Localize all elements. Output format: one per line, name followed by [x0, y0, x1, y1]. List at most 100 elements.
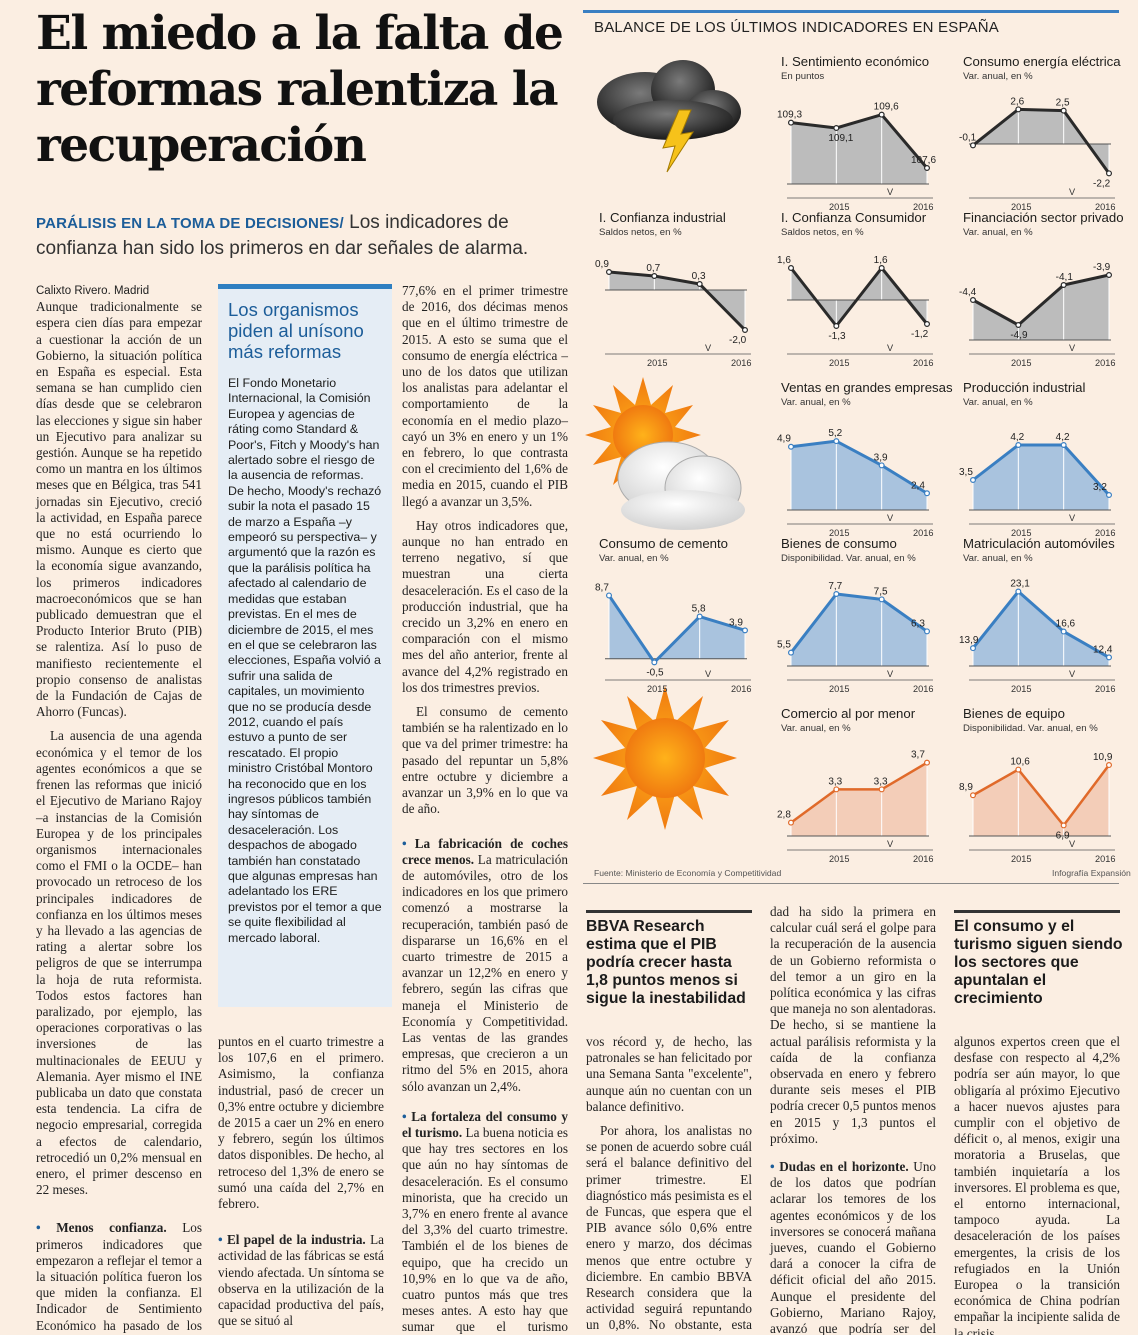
chart-year-label: 2016 [731, 684, 751, 694]
article-column-4: vos récord y, de hecho, las patronales s… [586, 1034, 752, 1335]
sun-cloud-icon [585, 377, 745, 530]
chart-point [924, 759, 931, 766]
chart-point [1015, 588, 1022, 595]
chart-data-label: -2,0 [729, 335, 747, 346]
chart: Financiación sector privado Var. anual, e… [959, 210, 1123, 368]
chart-point [742, 627, 749, 634]
chart-point [833, 124, 840, 131]
chart-year-label: 2015 [1011, 202, 1031, 212]
article-column-2: puntos en el cuarto trimestre a los 107,… [218, 1034, 384, 1329]
chart-year-label: 2016 [1095, 358, 1115, 368]
bullet-icon: • [218, 1232, 223, 1248]
chart-title: Consumo de cemento [599, 536, 728, 551]
chart-data-label: 7,5 [874, 586, 888, 597]
chart-point [1015, 441, 1022, 448]
chart-data-label: 5,2 [828, 428, 842, 439]
chart-data-label: 109,6 [874, 102, 899, 113]
paragraph-text: Los primeros indicadores que empezaron a… [36, 1220, 203, 1335]
chart-data-label: -2,2 [1093, 178, 1111, 189]
chart-series-line [608, 270, 747, 332]
paragraph-text: Uno de los datos que podrían aclarar los… [770, 1159, 937, 1335]
chart-tick-label: V [887, 343, 894, 353]
chart-point [878, 264, 885, 271]
paragraph: • La fortaleza del consumo y el turismo.… [402, 1109, 568, 1335]
chart-data-label: 0,7 [646, 263, 660, 274]
chart-data-label: 4,9 [777, 434, 791, 445]
chart-data-label: 4,2 [1056, 432, 1070, 443]
paragraph-text: La buena noticia es que hay tres sectore… [402, 1124, 568, 1335]
chart-year-label: 2016 [913, 528, 933, 538]
chart-point [1015, 106, 1022, 113]
chart: Comercio al por menor Var. anual, en % 2,8… [777, 706, 933, 864]
chart-title: I. Confianza industrial [599, 210, 726, 225]
chart-year-label: 2015 [829, 358, 849, 368]
chart-year-label: 2016 [731, 358, 751, 368]
chart-title: Bienes de consumo [781, 536, 897, 551]
chart-year-label: 2015 [829, 854, 849, 864]
chart-year-label: 2016 [913, 684, 933, 694]
chart-year-label: 2016 [913, 358, 933, 368]
chart-data-label: 16,6 [1056, 619, 1076, 630]
charts-group: I. Sentimiento económico En puntos 109,3 10… [595, 54, 1123, 864]
chart-point [970, 142, 977, 149]
chart-subtitle: En puntos [781, 71, 824, 82]
chart-data-label: 3,5 [959, 467, 973, 478]
chart-data-label: 3,2 [1093, 482, 1107, 493]
chart-year-label: 2015 [829, 684, 849, 694]
chart-title: Bienes de equipo [963, 706, 1065, 721]
chart-point [1060, 628, 1067, 635]
chart-year-label: 2015 [829, 202, 849, 212]
chart-year-label: 2015 [1011, 358, 1031, 368]
chart-tick-label: V [705, 343, 712, 353]
chart-data-label: 7,7 [828, 581, 842, 592]
bbva-callout: BBVA Research estima que el PIB podría c… [586, 918, 746, 1007]
chart-year-label: 2016 [1095, 528, 1115, 538]
chart-year-label: 2016 [913, 202, 933, 212]
chart-data-label: 13,9 [959, 635, 979, 646]
chart: I. Confianza Consumidor Saldos netos, en … [777, 210, 933, 368]
chart-data-label: 6,3 [911, 618, 925, 629]
chart-title: Matriculación automóviles [963, 536, 1115, 551]
infographic-credit: Infografía Expansión [1052, 868, 1131, 878]
chart-subtitle: Var. anual, en % [963, 553, 1033, 564]
paragraph: algunos expertos creen que el desfase co… [954, 1034, 1120, 1335]
paragraph: • La fabricación de coches crece menos. … [402, 836, 568, 1095]
chart-data-label: 23,1 [1010, 579, 1030, 590]
side-callout: El consumo y el turismo siguen siendo lo… [954, 918, 1123, 1007]
chart-data-label: 12,4 [1093, 644, 1113, 655]
chart-data-label: 4,2 [1010, 432, 1024, 443]
chart-subtitle: Disponibilidad. Var. anual, en % [963, 723, 1098, 734]
chart-subtitle: Var. anual, en % [781, 723, 851, 734]
chart-point [788, 819, 795, 826]
chart-point [833, 590, 840, 597]
chart-tick-label: V [887, 669, 894, 679]
chart-year-label: 2015 [1011, 684, 1031, 694]
subheading: Menos confianza. [56, 1220, 167, 1236]
chart-point [878, 596, 885, 603]
chart: Consumo de cemento Var. anual, en % 8,7 -0,… [595, 536, 751, 694]
bullet-icon: • [402, 1108, 407, 1124]
chart-point [970, 645, 977, 652]
chart-data-label: 109,1 [828, 133, 853, 144]
chart-title: Comercio al por menor [781, 706, 916, 721]
chart-point [878, 111, 885, 118]
infographic-title: BALANCE DE LOS ÚLTIMOS INDICADORES EN ES… [594, 19, 1000, 36]
chart-title: I. Confianza Consumidor [781, 210, 927, 225]
chart: Ventas en grandes empresas Var. anual, en… [777, 380, 953, 538]
chart-series-line [972, 107, 1111, 175]
chart: Bienes de consumo Disponibilidad. Var. an… [777, 536, 933, 694]
chart-point [1015, 321, 1022, 328]
article-column-6: algunos expertos creen que el desfase co… [954, 1034, 1120, 1335]
chart-data-label: 0,3 [692, 271, 706, 282]
chart-data-label: 10,9 [1093, 752, 1113, 763]
chart-data-label: -3,9 [1093, 262, 1111, 273]
chart-series-line [790, 761, 928, 824]
paragraph: El consumo de cemento también se ha rale… [402, 704, 568, 817]
chart-data-label: -4,1 [1056, 272, 1074, 283]
chart-data-label: 2,4 [911, 480, 925, 491]
bullet-icon: • [770, 1159, 775, 1175]
chart-series-line [972, 273, 1110, 327]
paragraph: La ausencia de una agenda económica y el… [36, 728, 202, 1198]
chart-data-label: -1,2 [911, 329, 929, 340]
chart-point [742, 326, 749, 333]
